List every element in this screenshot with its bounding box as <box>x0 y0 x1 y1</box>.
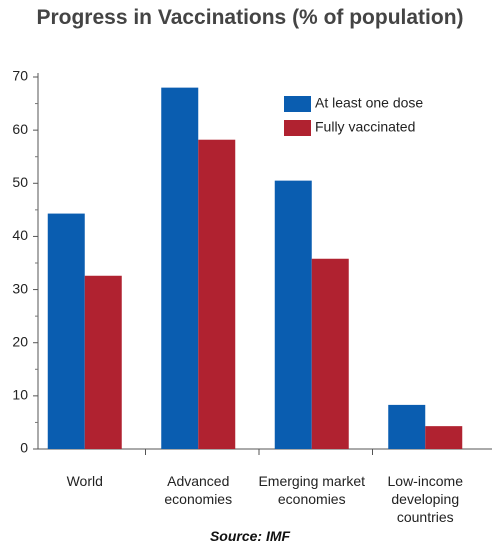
bar <box>47 213 85 449</box>
legend-swatch <box>284 120 311 136</box>
x-tick-label: Emerging market economies <box>258 473 366 507</box>
y-tick-label: 10 <box>12 387 28 403</box>
legend-label: Fully vaccinated <box>315 119 415 135</box>
y-tick-label: 40 <box>12 227 28 243</box>
x-tick-label: Low-income developing countries <box>387 473 463 525</box>
y-tick-label: 30 <box>12 280 28 296</box>
bar <box>311 258 349 449</box>
x-tick-label: World <box>66 473 103 489</box>
bar <box>84 275 122 449</box>
legend-swatch <box>284 96 311 112</box>
bar <box>161 87 199 449</box>
x-tick-label: Advanced economies <box>164 473 233 507</box>
bar <box>425 426 463 449</box>
bar <box>198 139 236 450</box>
y-tick-label: 50 <box>12 174 28 190</box>
y-tick-label: 0 <box>20 440 28 456</box>
bar <box>388 404 426 449</box>
legend-label: At least one dose <box>315 95 423 111</box>
y-tick-label: 70 <box>12 68 28 84</box>
y-tick-label: 20 <box>12 333 28 349</box>
bar <box>274 180 312 449</box>
source-note: Source: IMF <box>209 528 291 544</box>
chart-title: Progress in Vaccinations (% of populatio… <box>36 6 464 29</box>
y-tick-label: 60 <box>12 121 28 137</box>
